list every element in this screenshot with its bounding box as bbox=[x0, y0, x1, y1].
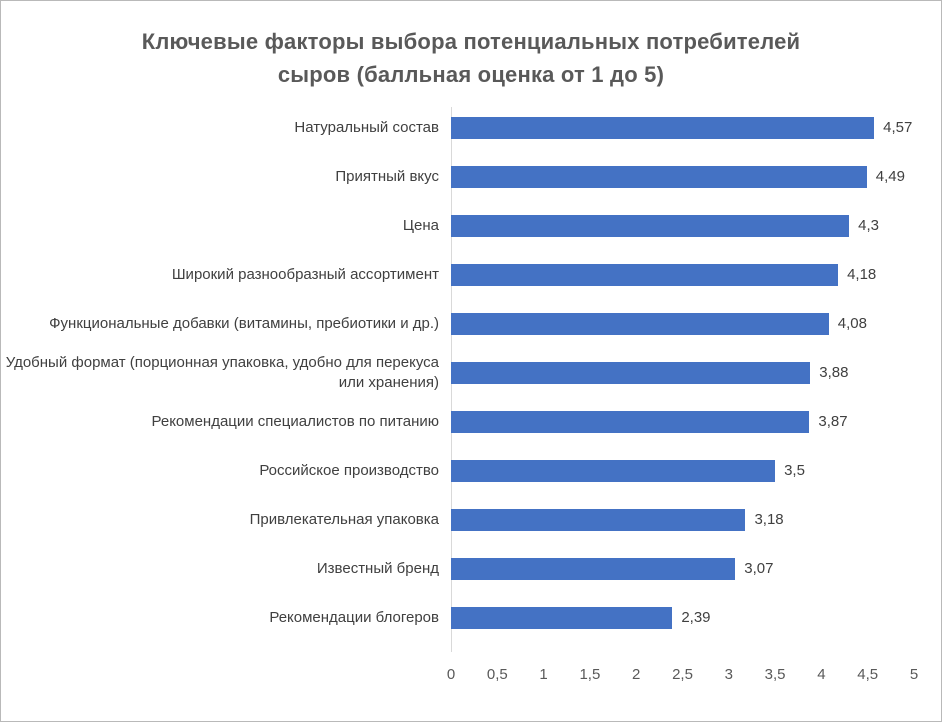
bar-track: 4,3 bbox=[451, 214, 914, 237]
value-label: 4,49 bbox=[875, 168, 905, 185]
bar bbox=[451, 361, 811, 384]
value-label: 3,87 bbox=[818, 413, 848, 430]
bar-row: Привлекательная упаковка 3,18 bbox=[1, 495, 941, 544]
bar-track: 3,18 bbox=[451, 508, 914, 531]
value-label: 3,18 bbox=[754, 511, 784, 528]
category-label: Российское производство bbox=[259, 461, 439, 479]
category-label: Известный бренд bbox=[316, 559, 439, 577]
bar bbox=[451, 459, 776, 482]
bar bbox=[451, 214, 850, 237]
category-label: Натуральный состав bbox=[294, 118, 439, 136]
bar bbox=[451, 508, 746, 531]
bar-row: Натуральный состав 4,57 bbox=[1, 103, 941, 152]
bar-track: 4,49 bbox=[451, 165, 914, 188]
category-label: Привлекательная упаковка bbox=[249, 510, 439, 528]
category-label: Функциональные добавки (витамины, пребио… bbox=[49, 314, 439, 332]
value-label: 3,88 bbox=[819, 364, 849, 381]
bar bbox=[451, 116, 875, 139]
bar-track: 3,5 bbox=[451, 459, 914, 482]
bar bbox=[451, 410, 810, 433]
bar-track: 3,07 bbox=[451, 557, 914, 580]
bar-track: 4,57 bbox=[451, 116, 914, 139]
x-tick-label: 2 bbox=[632, 666, 641, 683]
x-tick-label: 1 bbox=[539, 666, 548, 683]
bar-row: Российское производство 3,5 bbox=[1, 446, 941, 495]
x-tick-label: 3,5 bbox=[764, 666, 786, 683]
x-tick-label: 4 bbox=[817, 666, 826, 683]
category-label: Цена bbox=[402, 216, 439, 234]
value-label: 3,07 bbox=[744, 560, 774, 577]
bar-track: 3,87 bbox=[451, 410, 914, 433]
value-label: 2,39 bbox=[681, 609, 711, 626]
x-tick-label: 1,5 bbox=[579, 666, 601, 683]
chart-title: Ключевые факторы выбора потенциальных по… bbox=[141, 29, 801, 87]
bar bbox=[451, 165, 867, 188]
bar-row: Приятный вкус 4,49 bbox=[1, 152, 941, 201]
x-tick-label: 4,5 bbox=[857, 666, 879, 683]
x-tick-label: 3 bbox=[724, 666, 733, 683]
bar bbox=[451, 557, 736, 580]
x-tick-label: 0,5 bbox=[486, 666, 508, 683]
category-label: Приятный вкус bbox=[335, 167, 439, 185]
bar-track: 4,18 bbox=[451, 263, 914, 286]
bar-row: Рекомендации специалистов по питанию 3,87 bbox=[1, 397, 941, 446]
value-label: 3,5 bbox=[784, 462, 805, 479]
bar-row: Известный бренд 3,07 bbox=[1, 544, 941, 593]
bar-row: Удобный формат (порционная упаковка, удо… bbox=[1, 348, 941, 397]
x-tick-label: 2,5 bbox=[672, 666, 693, 683]
bar-rows: Натуральный состав 4,57 Приятный вкус 4,49 Ц… bbox=[1, 103, 941, 642]
x-axis-ticks: 0 0,5 1 1,5 2 2,5 3 3,5 4 4,5 5 bbox=[447, 666, 918, 688]
bar-track: 4,08 bbox=[451, 312, 914, 335]
bar-row: Рекомендации блогеров 2,39 bbox=[1, 593, 941, 642]
bar-row: Цена 4,3 bbox=[1, 201, 941, 250]
bar-track: 2,39 bbox=[451, 606, 914, 629]
category-label: Рекомендации специалистов по питанию bbox=[151, 412, 440, 430]
category-label: Удобный формат (порционная упаковка, удо… bbox=[5, 354, 439, 391]
value-label: 4,08 bbox=[837, 315, 867, 332]
bar bbox=[451, 606, 673, 629]
x-tick-label: 5 bbox=[909, 666, 919, 683]
category-label: Рекомендации блогеров bbox=[269, 608, 439, 626]
bar-row: Функциональные добавки (витамины, пребио… bbox=[1, 299, 941, 348]
x-tick-label: 0 bbox=[446, 666, 456, 683]
category-label: Широкий разнообразный ассортимент bbox=[171, 265, 439, 283]
value-label: 4,3 bbox=[858, 217, 880, 234]
bar-row: Широкий разнообразный ассортимент 4,18 bbox=[1, 250, 941, 299]
bar-track: 3,88 bbox=[451, 361, 914, 384]
value-label: 4,18 bbox=[847, 266, 877, 283]
plot-area: Натуральный состав 4,57 Приятный вкус 4,49 Ц… bbox=[1, 103, 941, 688]
bar bbox=[451, 263, 839, 286]
value-label: 4,57 bbox=[883, 119, 913, 136]
bar bbox=[451, 312, 829, 335]
